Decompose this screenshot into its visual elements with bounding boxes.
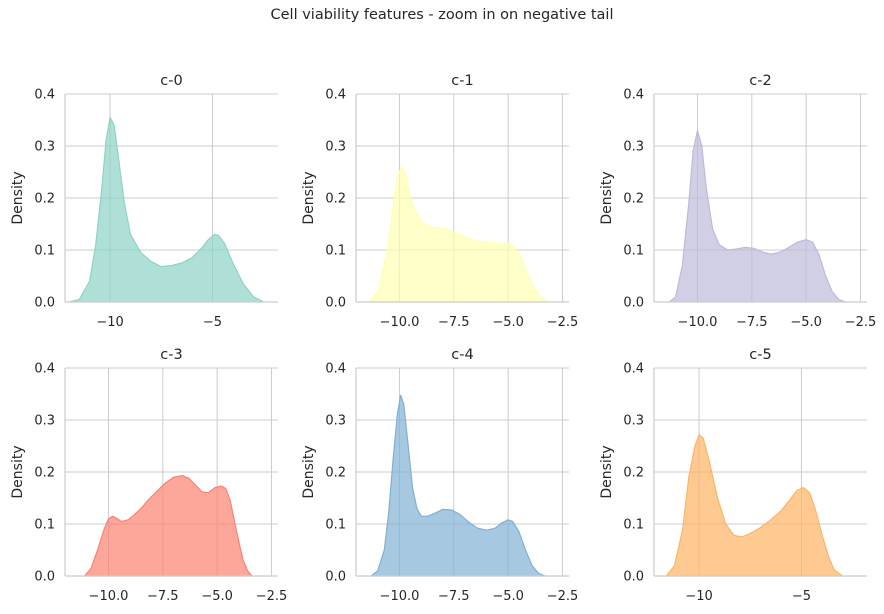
panel-1-ytick-label-0: 0.0 — [325, 296, 346, 311]
panel-2-xtick-label-3: −2.5 — [845, 315, 877, 330]
panel-5-ytick-label-1: 0.1 — [623, 518, 644, 533]
panel-5-ytick-label-3: 0.3 — [623, 414, 644, 429]
panel-2-ytick-label-3: 0.3 — [623, 140, 644, 155]
panel-3-ytick-label-2: 0.2 — [34, 466, 55, 481]
panel-5-density-area — [666, 434, 843, 576]
panel-3-ylabel: Density — [10, 445, 26, 498]
panel-1-ytick-label-4: 0.4 — [325, 88, 346, 103]
panel-1-ytick-label-3: 0.3 — [325, 140, 346, 155]
panel-5: 0.0 0.1 0.2 0.3 0.4 −10 −5 c-5 Density — [599, 347, 867, 604]
panel-2-ytick-label-4: 0.4 — [623, 88, 644, 103]
panel-0-ytick-label-3: 0.3 — [34, 140, 55, 155]
panel-1-xtick-label-1: −7.5 — [438, 315, 470, 330]
panel-2-ytick-label-0: 0.0 — [623, 296, 644, 311]
panel-3-xtick-label-1: −7.5 — [147, 589, 179, 604]
panel-4-ytick-label-0: 0.0 — [325, 570, 346, 585]
panel-4-xtick-label-3: −2.5 — [547, 589, 579, 604]
panel-3-ytick-label-4: 0.4 — [34, 362, 55, 377]
panel-1-xtick-label-2: −5.0 — [492, 315, 524, 330]
panel-3-xtick-label-2: −5.0 — [201, 589, 233, 604]
panel-5-ylabel: Density — [599, 445, 615, 498]
panel-5-xtick-label-0: −10 — [685, 589, 712, 604]
panel-2-density-line — [668, 130, 846, 303]
panel-1-ylabel: Density — [301, 171, 317, 224]
panel-3-title: c-3 — [160, 347, 182, 363]
panel-5-xtick-label-1: −5 — [792, 589, 811, 604]
panel-2-ytick-label-2: 0.2 — [623, 192, 644, 207]
panel-4-xtick-label-1: −7.5 — [438, 589, 470, 604]
panel-5-ytick-label-2: 0.2 — [623, 466, 644, 481]
panel-2-ytick-label-1: 0.1 — [623, 244, 644, 259]
panel-4-ytick-label-1: 0.1 — [325, 518, 346, 533]
panel-0-xtick-label-1: −5 — [203, 315, 222, 330]
panel-2-title: c-2 — [749, 73, 771, 89]
panel-2-ylabel: Density — [599, 171, 615, 224]
panel-0-xtick-label-0: −10 — [96, 315, 123, 330]
panel-2-xtick-label-1: −7.5 — [736, 315, 768, 330]
panel-4-ytick-label-3: 0.3 — [325, 414, 346, 429]
panel-0-ytick-label-0: 0.0 — [34, 296, 55, 311]
panel-1-xtick-label-0: −10.0 — [380, 315, 420, 330]
panel-1-title: c-1 — [451, 73, 473, 89]
panel-1: 0.0 0.1 0.2 0.3 0.4 −10.0 −7.5 −5.0 −2.5 c-1 Densi… — [301, 73, 578, 330]
panel-1-ytick-label-2: 0.2 — [325, 192, 346, 207]
panel-5-ytick-label-0: 0.0 — [623, 570, 644, 585]
panel-1-density-line — [368, 165, 548, 303]
panel-3-ytick-label-0: 0.0 — [34, 570, 55, 585]
panel-3-density-line — [84, 474, 253, 577]
panel-2-xtick-label-2: −5.0 — [790, 315, 822, 330]
panel-0-ytick-label-4: 0.4 — [34, 88, 55, 103]
panel-2-density-area — [669, 130, 846, 302]
panel-2-xtick-label-0: −10.0 — [678, 315, 718, 330]
panel-4-density-line — [370, 394, 546, 577]
panel-0-title: c-0 — [160, 73, 182, 89]
panel-4: 0.0 0.1 0.2 0.3 0.4 −10.0 −7.5 −5.0 −2.5 c-4 Densi… — [301, 347, 578, 604]
panel-4-title: c-4 — [451, 347, 473, 363]
panel-5-ytick-label-4: 0.4 — [623, 362, 644, 377]
panel-4-xtick-label-2: −5.0 — [492, 589, 524, 604]
panel-4-ylabel: Density — [301, 445, 317, 498]
panel-2: 0.0 0.1 0.2 0.3 0.4 −10.0 −7.5 −5.0 −2.5 c-2 Densi… — [599, 73, 876, 330]
panel-0-density-line — [68, 115, 264, 303]
panel-1-ytick-label-1: 0.1 — [325, 244, 346, 259]
panel-3-xtick-label-0: −10.0 — [89, 589, 129, 604]
panel-0: 0.0 0.1 0.2 0.3 0.4 −10 −5 c-0 Density — [10, 73, 278, 330]
panel-3-ytick-label-1: 0.1 — [34, 518, 55, 533]
panel-0-ylabel: Density — [10, 171, 26, 224]
panel-5-density-line — [665, 433, 843, 577]
panel-3-xtick-label-3: −2.5 — [256, 589, 288, 604]
panel-3-density-area — [84, 475, 252, 576]
panel-4-density-area — [371, 395, 546, 576]
panel-5-title: c-5 — [749, 347, 771, 363]
figure-title: Cell viability features - zoom in on neg… — [270, 7, 614, 23]
panel-1-xtick-label-3: −2.5 — [547, 315, 579, 330]
panel-0-ytick-label-1: 0.1 — [34, 244, 55, 259]
panel-3: 0.0 0.1 0.2 0.3 0.4 −10.0 −7.5 −5.0 −2.5 c-3 Densi… — [10, 347, 287, 604]
panel-4-ytick-label-2: 0.2 — [325, 466, 346, 481]
panel-0-ytick-label-2: 0.2 — [34, 192, 55, 207]
panel-3-ytick-label-3: 0.3 — [34, 414, 55, 429]
panel-0-density-area — [69, 117, 264, 303]
panel-4-ytick-label-4: 0.4 — [325, 362, 346, 377]
panel-4-xtick-label-0: −10.0 — [380, 589, 420, 604]
